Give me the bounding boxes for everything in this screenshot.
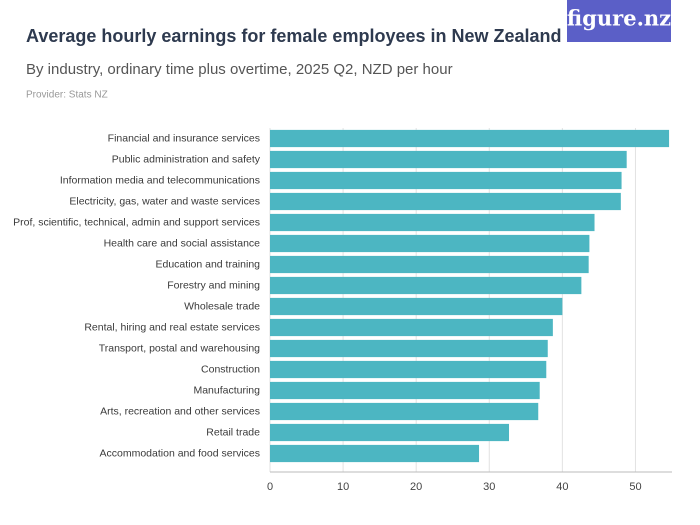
bar: [270, 318, 553, 337]
y-tick-label: Retail trade: [206, 426, 260, 438]
bar: [270, 381, 540, 400]
bar: [270, 276, 582, 295]
y-tick-label: Arts, recreation and other services: [100, 405, 260, 417]
bar: [270, 444, 480, 463]
chart-title: Average hourly earnings for female emplo…: [26, 26, 562, 46]
bar: [270, 150, 627, 169]
y-tick-label: Financial and insurance services: [108, 132, 260, 144]
x-tick-label: 10: [337, 481, 349, 493]
y-tick-label: Wholesale trade: [184, 300, 260, 312]
y-tick-label: Manufacturing: [193, 384, 260, 396]
bar: [270, 402, 539, 421]
bar: [270, 192, 621, 211]
y-tick-label: Rental, hiring and real estate services: [84, 321, 260, 333]
bar: [270, 423, 510, 442]
y-tick-label: Education and training: [156, 258, 261, 270]
y-tick-label: Public administration and safety: [112, 153, 261, 165]
y-tick-label: Information media and telecommunications: [60, 174, 260, 186]
x-tick-label: 0: [267, 481, 273, 493]
x-tick-label: 20: [410, 481, 422, 493]
y-tick-label: Forestry and mining: [167, 279, 260, 291]
bar: [270, 234, 590, 253]
bar: [270, 213, 595, 232]
x-tick-label: 50: [629, 481, 641, 493]
bar: [270, 360, 547, 379]
y-tick-label: Accommodation and food services: [100, 447, 261, 459]
bar: [270, 171, 622, 190]
y-tick-label: Construction: [201, 363, 260, 375]
logo-box: [567, 0, 671, 42]
bar: [270, 297, 563, 316]
y-tick-label: Prof, scientific, technical, admin and s…: [13, 216, 260, 228]
bar: [270, 129, 670, 148]
y-tick-label: Health care and social assistance: [104, 237, 261, 249]
provider: Provider: Stats NZ: [26, 90, 108, 101]
y-tick-label: Electricity, gas, water and waste servic…: [69, 195, 260, 207]
x-tick-label: 30: [483, 481, 495, 493]
logo[interactable]: figure.nz: [567, 6, 671, 31]
bar: [270, 255, 589, 274]
y-tick-label: Transport, postal and warehousing: [99, 342, 260, 354]
chart-subtitle: By industry, ordinary time plus overtime…: [26, 61, 453, 78]
x-tick-label: 40: [556, 481, 568, 493]
bar: [270, 339, 548, 358]
